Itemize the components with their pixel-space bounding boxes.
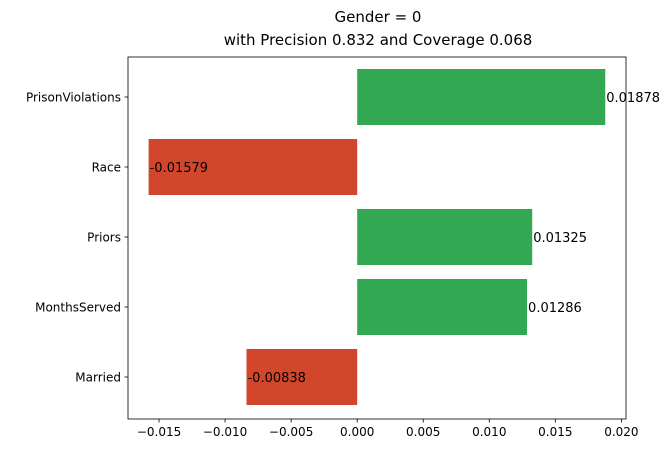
chart-title: Gender = 0 (335, 8, 422, 26)
axes-frame (127, 56, 627, 420)
y-tick-label-priors: Priors (87, 231, 121, 245)
y-tick-label-married: Married (75, 371, 121, 385)
x-tick-label: 0.015 (538, 425, 572, 439)
bar-prisonviolations (357, 69, 606, 125)
x-tick-label: 0.020 (604, 425, 638, 439)
x-tick-label: −0.005 (269, 425, 313, 439)
value-label-prisonviolations: 0.01878 (606, 91, 660, 106)
value-label-race: -0.01579 (150, 161, 208, 176)
y-tick-label-race: Race (92, 161, 121, 175)
value-label-married: -0.00838 (247, 371, 305, 386)
bar-married (246, 349, 358, 405)
value-label-monthsserved: 0.01286 (528, 301, 582, 316)
chart-subtitle: with Precision 0.832 and Coverage 0.068 (224, 31, 533, 49)
x-tick-label: 0.005 (406, 425, 440, 439)
bar-monthsserved (357, 279, 528, 335)
bar-race (148, 139, 358, 195)
x-tick-label: 0.010 (472, 425, 506, 439)
x-tick-label: −0.010 (203, 425, 247, 439)
x-tick-label: 0.000 (340, 425, 374, 439)
y-tick-label-monthsserved: MonthsServed (35, 301, 121, 315)
value-label-priors: 0.01325 (533, 231, 587, 246)
plot-area: 0.01878 -0.01579 0.01325 0.01286 -0.00838 Pri… (26, 56, 660, 439)
x-tick-label: −0.015 (137, 425, 181, 439)
y-tick-label-prisonviolations: PrisonViolations (26, 91, 121, 105)
bar-priors (357, 209, 533, 265)
